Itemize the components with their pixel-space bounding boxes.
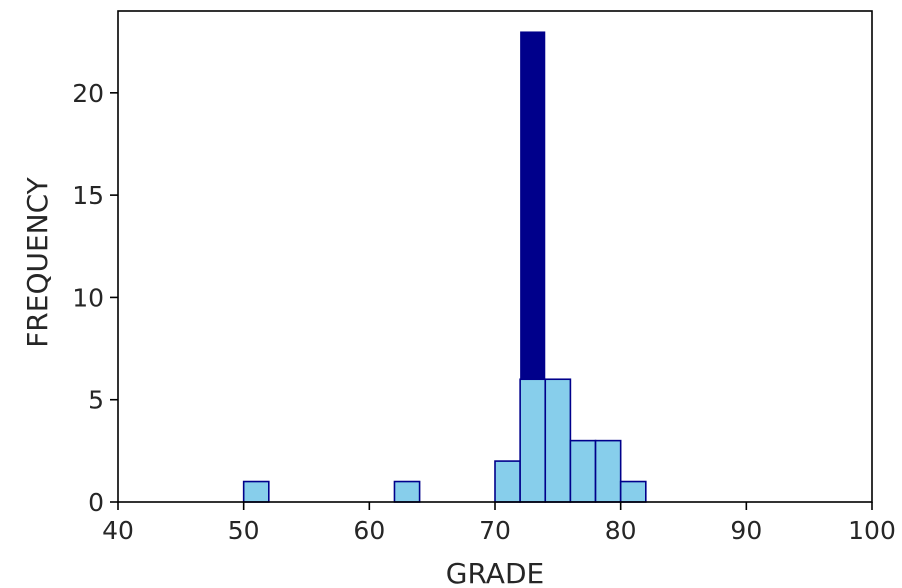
x-axis-label: GRADE [446, 557, 544, 588]
histogram-bar-5 [569, 439, 597, 503]
x-tick-label: 100 [848, 516, 896, 545]
x-axis-ticks: 40 50 60 70 80 90 100 [102, 502, 896, 545]
y-axis-ticks: 0 5 10 15 20 [72, 79, 118, 517]
x-tick-label: 90 [730, 516, 762, 545]
histogram-bar-0 [242, 480, 270, 503]
y-axis-label: FREQUENCY [21, 176, 54, 347]
x-tick-label: 80 [605, 516, 637, 545]
x-tick-label: 40 [102, 516, 134, 545]
histogram-bar-6 [594, 439, 622, 503]
x-tick-label: 70 [479, 516, 511, 545]
x-tick-label: 60 [353, 516, 385, 545]
y-tick-label: 0 [88, 488, 104, 517]
y-tick-label: 10 [72, 283, 104, 312]
y-tick-label: 5 [88, 386, 104, 415]
y-tick-label: 20 [72, 79, 104, 108]
histogram-bar-1 [393, 480, 421, 503]
x-tick-label: 50 [228, 516, 260, 545]
histogram-bar-2 [494, 460, 521, 503]
y-tick-label: 15 [72, 181, 104, 210]
histogram-bars [242, 378, 647, 503]
histogram-bar-4 [544, 378, 572, 503]
plot-frame [117, 10, 873, 503]
histogram-bar-3 [519, 378, 547, 503]
histogram-bar-7 [619, 480, 647, 503]
